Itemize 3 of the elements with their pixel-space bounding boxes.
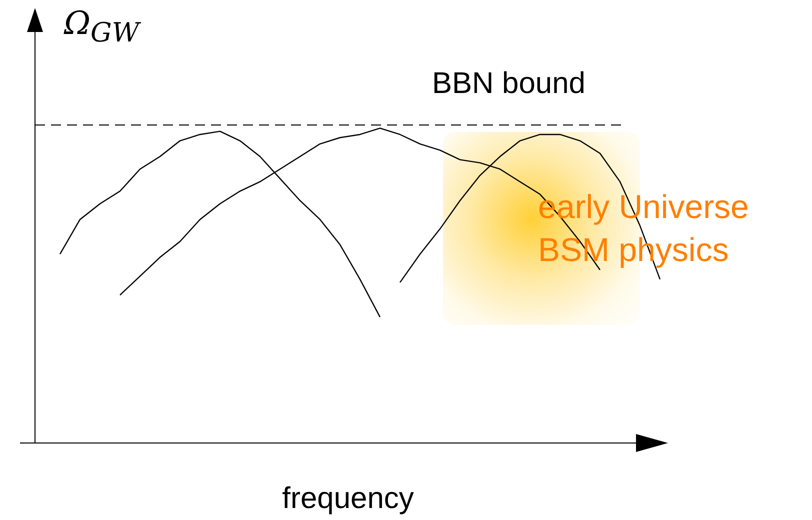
ref-line-label: BBN bound [432, 67, 586, 100]
y-axis-title: Ω$_{GW}$ [64, 4, 140, 48]
x-axis-title: frequency [282, 482, 414, 515]
